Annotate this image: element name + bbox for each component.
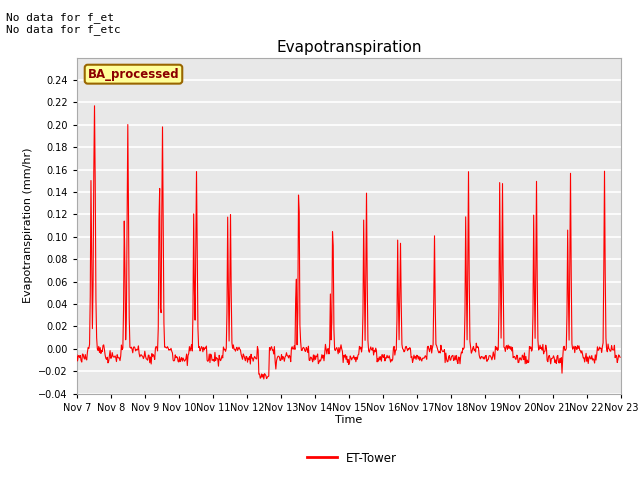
- Text: No data for f_et: No data for f_et: [6, 12, 115, 23]
- Text: No data for f_etc: No data for f_etc: [6, 24, 121, 35]
- Title: Evapotranspiration: Evapotranspiration: [276, 40, 422, 55]
- Text: BA_processed: BA_processed: [88, 68, 179, 81]
- X-axis label: Time: Time: [335, 415, 362, 425]
- Legend: ET-Tower: ET-Tower: [302, 447, 402, 469]
- Y-axis label: Evapotranspiration (mm/hr): Evapotranspiration (mm/hr): [22, 148, 33, 303]
